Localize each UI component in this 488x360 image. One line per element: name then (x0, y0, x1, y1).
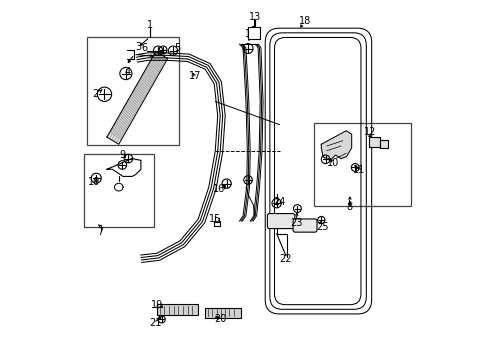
Text: 21: 21 (149, 318, 161, 328)
Text: 10: 10 (326, 158, 339, 168)
Text: 13: 13 (248, 13, 261, 22)
Polygon shape (321, 131, 351, 160)
Text: 11: 11 (353, 165, 365, 175)
Bar (157, 304, 198, 315)
Text: 17: 17 (189, 71, 201, 81)
Text: 9: 9 (119, 150, 125, 160)
Bar (379, 140, 387, 148)
Bar (368, 137, 379, 147)
Bar (205, 307, 241, 318)
Text: 22: 22 (279, 253, 292, 264)
Text: 23: 23 (290, 218, 302, 228)
Text: 15: 15 (208, 213, 221, 224)
FancyBboxPatch shape (267, 213, 294, 229)
Text: 6: 6 (141, 43, 147, 53)
Text: 3: 3 (135, 42, 141, 52)
Bar (247, 27, 259, 39)
Text: 7: 7 (97, 227, 103, 237)
Text: 24: 24 (272, 197, 285, 207)
Text: 5: 5 (174, 43, 180, 53)
Text: 25: 25 (315, 222, 328, 232)
Text: 20: 20 (214, 314, 226, 324)
Bar (84, 154, 154, 227)
Text: 19: 19 (150, 300, 163, 310)
Polygon shape (107, 51, 167, 144)
Text: 1: 1 (146, 19, 153, 30)
Text: 8: 8 (346, 202, 351, 212)
Text: 16: 16 (213, 184, 225, 194)
Text: 10: 10 (88, 177, 101, 187)
Text: 12: 12 (363, 127, 376, 137)
Text: 2: 2 (92, 89, 98, 99)
Text: 4: 4 (124, 67, 130, 77)
Text: 18: 18 (299, 16, 311, 26)
Bar (87, 37, 179, 145)
Bar (313, 123, 410, 206)
FancyBboxPatch shape (292, 219, 316, 232)
Text: 14: 14 (244, 29, 257, 39)
